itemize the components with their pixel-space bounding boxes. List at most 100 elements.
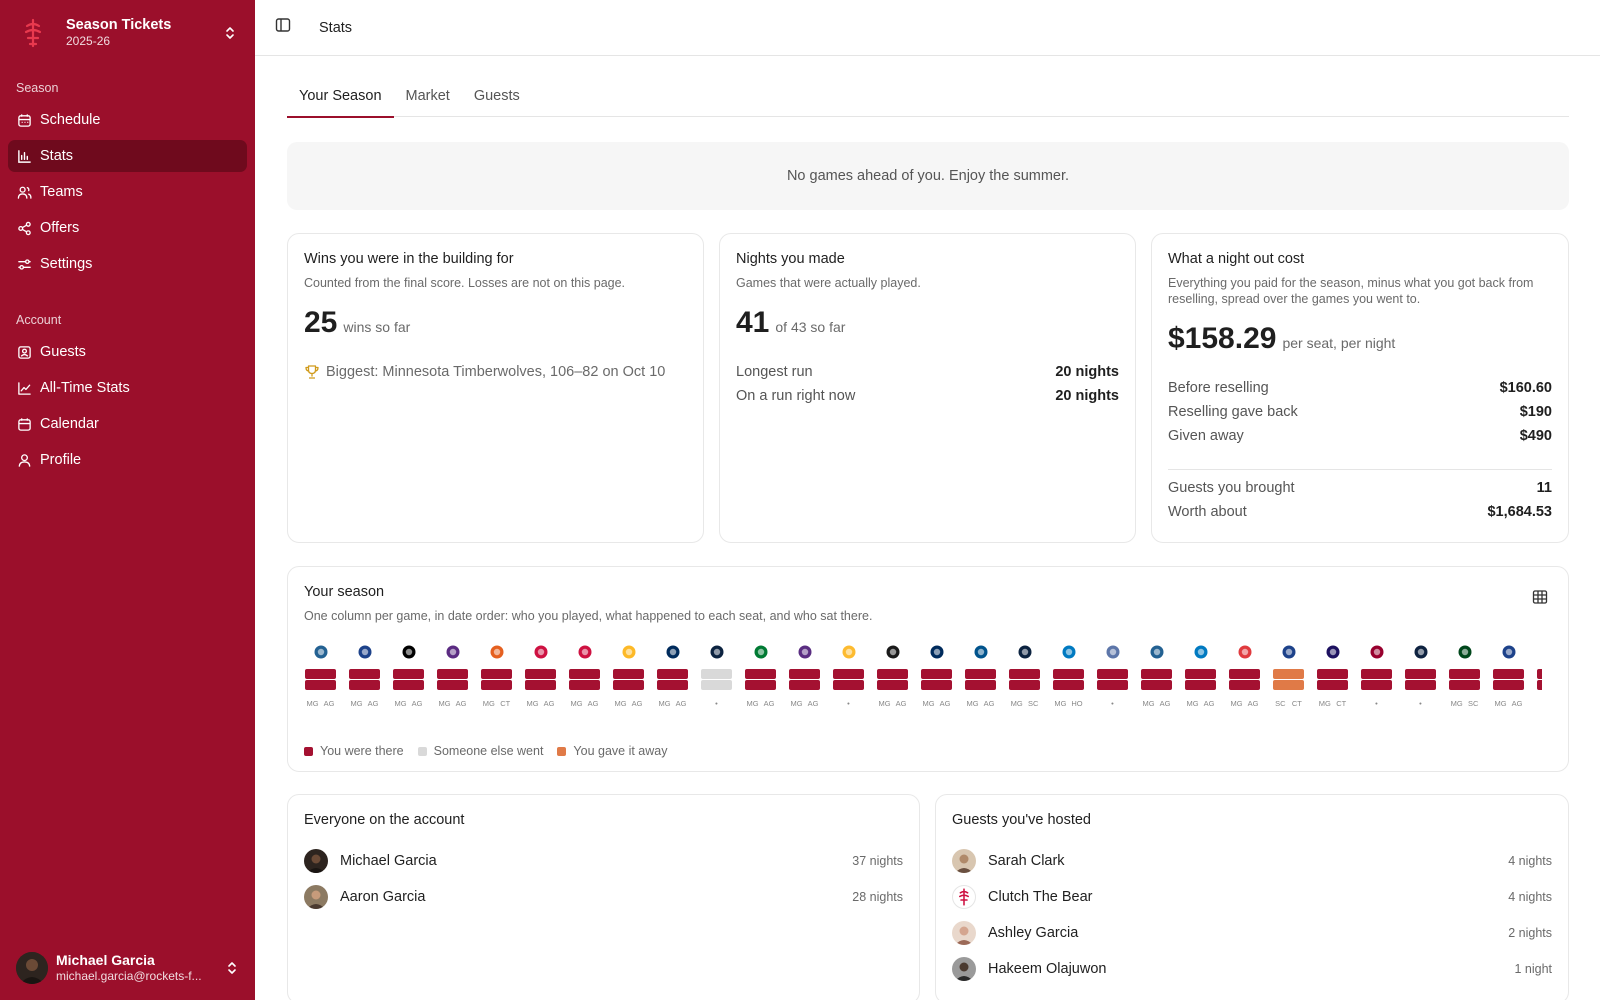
seat-1-bar <box>349 669 380 679</box>
table-view-button[interactable] <box>1528 587 1552 611</box>
list-item[interactable]: Aaron Garcia 28 nights <box>304 885 903 909</box>
trophy-icon <box>304 364 320 380</box>
account-nav: Account Guests All-Time Stats Calendar P… <box>8 310 247 480</box>
tab-your-season[interactable]: Your Season <box>287 83 394 118</box>
kings-icon <box>796 643 814 661</box>
seat-1-initials: MG <box>350 699 363 708</box>
seat-2-initials: AG <box>675 699 687 708</box>
cost-label: Worth about <box>1168 504 1247 520</box>
clippers-icon <box>356 643 374 661</box>
seat-initials: MG AG <box>1228 699 1261 708</box>
thunder-icon <box>1192 643 1210 661</box>
list-item[interactable]: Ashley Garcia 2 nights <box>952 921 1552 945</box>
brand-title: Season Tickets <box>66 17 172 33</box>
sidebar-item-settings[interactable]: Settings <box>8 248 247 280</box>
chevron-up-down-icon <box>225 959 239 977</box>
seat-2-bar <box>305 680 336 690</box>
calendar-grid-icon <box>16 112 32 128</box>
wizards-icon <box>928 643 946 661</box>
person-nights: 1 night <box>1514 962 1552 976</box>
tab-market[interactable]: Market <box>405 88 450 104</box>
seat-initials: MG AG <box>1492 699 1525 708</box>
seat-2-bar <box>877 680 908 690</box>
strip-legend: You were there Someone else went You gav… <box>304 744 681 758</box>
seat-1-bar <box>1273 669 1304 679</box>
list-item[interactable]: Hakeem Olajuwon 1 night <box>952 957 1552 981</box>
seat-1-bar <box>1141 669 1172 679</box>
seat-2-bar <box>1229 680 1260 690</box>
suns-icon <box>488 643 506 661</box>
seat-2-initials: AG <box>1203 699 1215 708</box>
timberwolves-icon <box>1148 643 1166 661</box>
tab-guests[interactable]: Guests <box>473 88 520 104</box>
sidebar-item-schedule[interactable]: Schedule <box>8 104 247 136</box>
topbar: Stats <box>255 0 1600 56</box>
sidebar-item-label: Schedule <box>40 112 101 128</box>
sidebar-item-label: All-Time Stats <box>40 380 130 396</box>
seat-2-initials: AG <box>455 699 467 708</box>
empty-schedule-notice: No games ahead of you. Enjoy the summer. <box>287 142 1569 210</box>
seat-1-bar <box>701 669 732 679</box>
warriors-icon <box>1280 643 1298 661</box>
seat-2-initials: AG <box>807 699 819 708</box>
sidebar-item-label: Guests <box>40 344 86 360</box>
seat-2-bar <box>1317 680 1348 690</box>
seat-1-bar <box>1097 669 1128 679</box>
seat-2-bar <box>1141 680 1172 690</box>
seat-2-bar <box>481 680 512 690</box>
seat-2-initials: AG <box>763 699 775 708</box>
brand-subtitle: 2025-26 <box>66 34 111 48</box>
seat-initials: • <box>1096 699 1129 708</box>
seat-initials: MG AG <box>788 699 821 708</box>
sidebar-item-calendar[interactable]: Calendar <box>8 408 247 440</box>
person-nights: 4 nights <box>1508 854 1552 868</box>
seat-2-initials: CT <box>1336 699 1347 708</box>
sidebar-item-offers[interactable]: Offers <box>8 212 247 244</box>
list-item[interactable]: Sarah Clark 4 nights <box>952 849 1552 873</box>
seat-initials: MG AG <box>348 699 381 708</box>
card-title: What a night out cost <box>1168 251 1305 267</box>
biggest-win: Biggest: Minnesota Timberwolves, 106–82 … <box>304 364 665 380</box>
card-title: Your season <box>304 584 385 600</box>
seat-2-initials: AG <box>587 699 599 708</box>
team-switcher[interactable]: Season Tickets 2025-26 <box>8 8 247 58</box>
sidebar-item-profile[interactable]: Profile <box>8 444 247 476</box>
season-strip: MG AG MG AG MG AG MG AG MG CT MG AG MG AG MG AG MG AG • MG A… <box>304 643 1542 723</box>
nights-card: Nights you made Games that were actually… <box>719 233 1136 543</box>
stat-label: On a run right now <box>736 388 856 404</box>
sidebar-item-label: Calendar <box>40 416 99 432</box>
seat-initials: MG AG <box>524 699 557 708</box>
list-item[interactable]: Clutch The Bear 4 nights <box>952 885 1552 909</box>
sidebar-item-all-time-stats[interactable]: All-Time Stats <box>8 372 247 404</box>
seat-1-initials: MG <box>966 699 979 708</box>
sidebar-toggle-button[interactable] <box>269 14 297 42</box>
seat-2-initials: CT <box>500 699 511 708</box>
sidebar-item-teams[interactable]: Teams <box>8 176 247 208</box>
avatar <box>304 885 328 909</box>
seat-2-bar <box>1097 680 1128 690</box>
seat-1-initials: • <box>847 699 850 708</box>
avatar <box>16 952 48 984</box>
list-item[interactable]: Michael Garcia 37 nights <box>304 849 903 873</box>
avatar <box>952 957 976 981</box>
seat-1-bar <box>305 669 336 679</box>
seat-1-initials: MG <box>1186 699 1199 708</box>
seat-1-bar <box>1229 669 1260 679</box>
seat-2-bar <box>1009 680 1040 690</box>
seat-1-initials: MG <box>614 699 627 708</box>
seat-1-initials: MG <box>878 699 891 708</box>
seat-2-initials: AG <box>983 699 995 708</box>
seat-1-bar <box>965 669 996 679</box>
seat-2-initials: AG <box>895 699 907 708</box>
sidebar-item-guests[interactable]: Guests <box>8 336 247 368</box>
wins-card: Wins you were in the building for Counte… <box>287 233 704 543</box>
seat-initials: • <box>700 699 733 708</box>
chevron-up-down-icon <box>223 24 237 42</box>
seat-1-bar <box>921 669 952 679</box>
seat-2-initials: SC <box>1467 699 1479 708</box>
sidebar-item-stats[interactable]: Stats <box>8 140 247 172</box>
seat-initials: MG SC <box>1008 699 1041 708</box>
user-menu[interactable]: Michael Garcia michael.garcia@rockets-f.… <box>8 946 247 990</box>
seat-1-bar <box>1317 669 1348 679</box>
seat-1-initials: MG <box>1142 699 1155 708</box>
